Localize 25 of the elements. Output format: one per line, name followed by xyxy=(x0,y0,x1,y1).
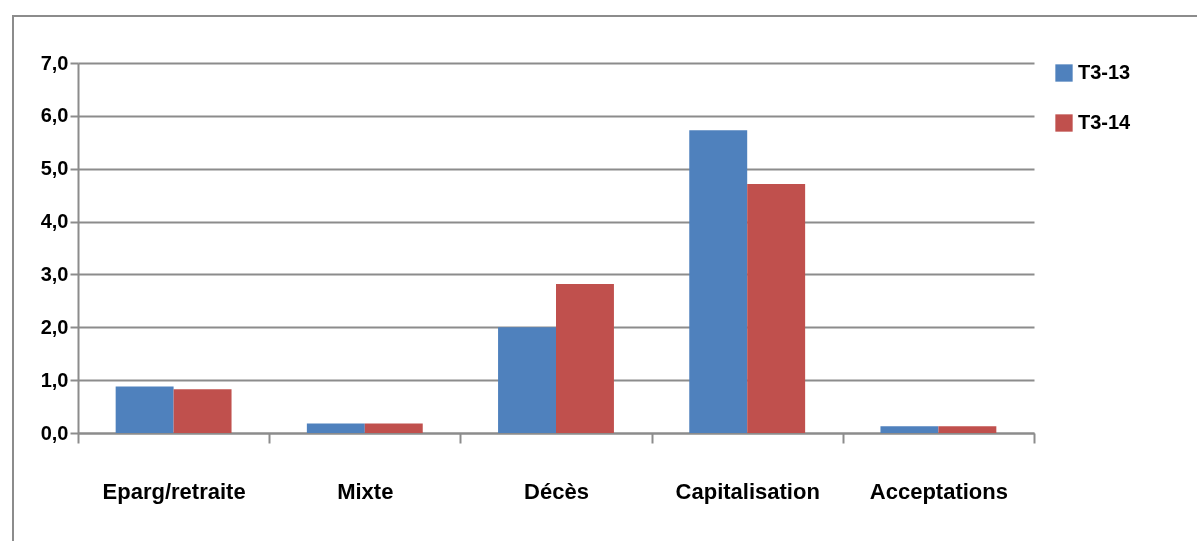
bar xyxy=(115,386,174,433)
x-tick-label: Eparg/retraite xyxy=(102,478,246,504)
y-tick-label: 2,0 xyxy=(40,315,69,338)
bar xyxy=(880,426,939,433)
x-tick-label: Décès xyxy=(524,478,589,504)
bar xyxy=(938,426,997,433)
bar xyxy=(364,423,423,433)
x-tick-label: Capitalisation xyxy=(675,478,820,504)
bar xyxy=(498,327,556,433)
y-tick-label: 1,0 xyxy=(40,368,69,391)
x-tick-label: Acceptations xyxy=(869,478,1008,504)
bar xyxy=(747,184,806,433)
bar xyxy=(689,130,748,433)
bar xyxy=(173,389,232,433)
y-tick-label: 4,0 xyxy=(40,210,69,233)
y-tick-label: 3,0 xyxy=(40,262,69,285)
y-tick-label: 7,0 xyxy=(40,51,69,74)
legend-label: T3-14 xyxy=(1078,111,1132,133)
x-tick-label: Mixte xyxy=(337,478,394,504)
y-tick-label: 5,0 xyxy=(40,157,69,180)
y-tick-label: 0,0 xyxy=(40,421,69,444)
bar xyxy=(306,423,365,433)
legend-label: T3-13 xyxy=(1078,61,1131,83)
bar xyxy=(556,283,614,433)
y-tick-label: 6,0 xyxy=(40,104,69,127)
